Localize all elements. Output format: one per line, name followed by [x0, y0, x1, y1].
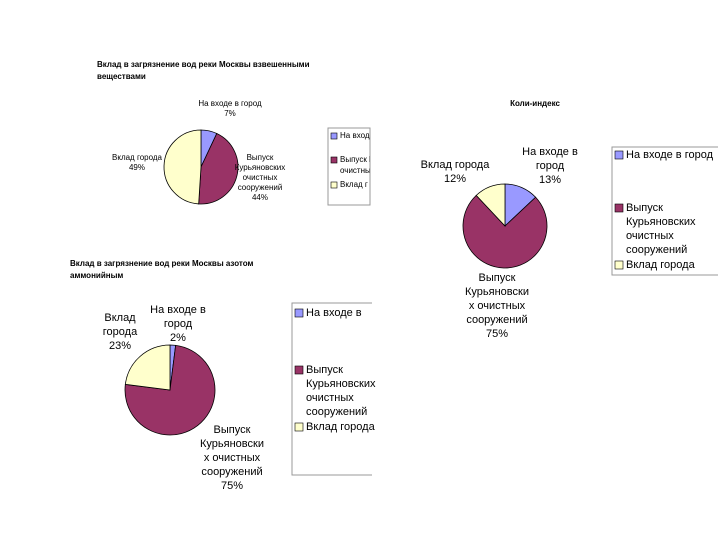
legend-label: Выпуск — [306, 364, 343, 376]
legend-swatch — [614, 150, 624, 160]
legend-label: сооружений — [626, 244, 687, 256]
legend-label: сооружений — [306, 406, 367, 418]
data-label: Курьяновски — [465, 286, 529, 298]
data-label: На входе в — [522, 146, 578, 158]
data-label-value: 49% — [129, 163, 145, 172]
legend-label: Выпуск К — [340, 155, 374, 164]
data-label-value: 2% — [170, 332, 186, 344]
data-label: На входе в — [150, 304, 206, 316]
chart-title: Коли-индекс — [510, 99, 560, 108]
data-label-value: 75% — [486, 328, 508, 340]
data-label: Выпуск — [479, 272, 516, 284]
legend: На входе Выпуск К очистных Вклад г — [330, 131, 375, 189]
data-label: очистных — [243, 173, 278, 182]
data-label: город — [164, 318, 193, 330]
data-label-value: 12% — [444, 173, 466, 185]
legend-label: Вклад г — [340, 180, 368, 189]
pie-slice — [198, 132, 239, 205]
legend-label: На входе в город — [626, 149, 714, 161]
data-label: Выпуск — [247, 153, 274, 162]
data-label: Вклад города — [112, 153, 163, 162]
legend-label: Выпуск — [626, 202, 663, 214]
data-label: сооружений — [201, 466, 262, 478]
data-label-value: 75% — [221, 480, 243, 492]
data-label: сооружений — [466, 314, 527, 326]
data-label: х очистных — [204, 452, 261, 464]
legend-swatch — [614, 203, 624, 213]
legend-label: Курьяновских — [306, 378, 376, 390]
data-label: Выпуск — [214, 424, 251, 436]
data-label-value: 13% — [539, 174, 561, 186]
legend-label: очистных — [306, 392, 354, 404]
legend-swatch — [330, 132, 338, 140]
data-label-value: 44% — [252, 193, 268, 202]
data-label-value: 23% — [109, 340, 131, 352]
legend-label: Вклад города — [626, 259, 696, 271]
data-label: город — [536, 160, 565, 172]
data-label: Вклад города — [421, 159, 491, 171]
legend-label: На входе в — [306, 307, 362, 319]
chart-title: аммонийным — [70, 271, 123, 280]
pie-slice — [462, 194, 548, 269]
data-label: На входе в город — [198, 99, 262, 108]
chart-title: Вклад в загрязнение вод реки Москвы взве… — [97, 60, 310, 69]
legend-swatch — [294, 308, 304, 318]
legend-border — [611, 146, 718, 276]
legend-swatch — [330, 181, 338, 189]
data-label: Курьяновски — [200, 438, 264, 450]
legend-label: очистных — [626, 230, 674, 242]
data-label: х очистных — [469, 300, 526, 312]
legend-border — [327, 127, 371, 206]
legend-label: Вклад города — [306, 421, 376, 433]
data-label: Вклад — [104, 312, 136, 324]
pie-slice — [124, 344, 171, 391]
chart-title: веществами — [97, 72, 146, 81]
legend-swatch — [294, 422, 304, 432]
pie-slice — [163, 129, 202, 205]
legend-swatch — [614, 260, 624, 270]
data-label: Курьяновских — [235, 163, 286, 172]
data-label-value: 7% — [224, 109, 236, 118]
pie-slice — [475, 183, 506, 228]
legend-swatch — [294, 365, 304, 375]
legend-label: очистных — [340, 166, 375, 175]
legend-swatch — [330, 156, 338, 164]
legend-border — [291, 302, 372, 476]
data-label: сооружений — [238, 183, 283, 192]
legend-label: На входе — [340, 131, 375, 140]
legend-label: Курьяновских — [626, 216, 696, 228]
data-label: города — [103, 326, 138, 338]
chart-title: Вклад в загрязнение вод реки Москвы азот… — [70, 259, 253, 268]
